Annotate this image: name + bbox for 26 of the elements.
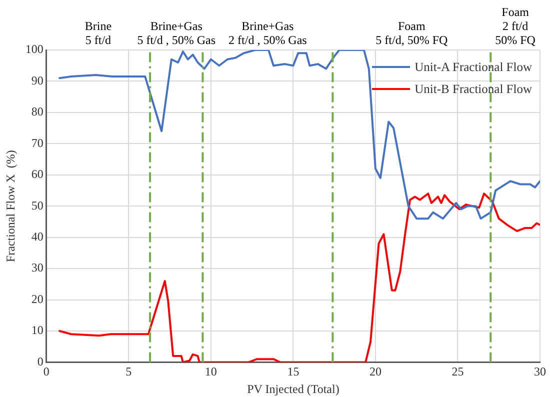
y-tick-label: 0 (37, 354, 44, 368)
x-tick-label: 25 (452, 364, 464, 379)
y-tick-label: 80 (31, 104, 44, 119)
y-tick-label: 20 (31, 292, 44, 306)
text: Foam 2 ft/d 50% FQ (495, 5, 536, 47)
y-tick-label: 60 (31, 167, 44, 182)
y-tick-label: 30 (31, 260, 44, 275)
y-tick-label: 100 (25, 42, 44, 56)
y-tick-label: 40 (31, 229, 44, 244)
y-tick-label: 10 (31, 323, 44, 338)
x-tick-label: 5 (126, 364, 132, 379)
y-tick-label: 90 (31, 73, 44, 88)
y-axis-title: Fractional Flow X (%) (3, 150, 18, 262)
y-tick-label: 50 (31, 198, 44, 212)
text: Brine+Gas 2 ft/d , 50% Gas (228, 19, 307, 47)
x-tick-label: 10 (204, 364, 217, 379)
x-tick-label: 15 (287, 364, 300, 379)
x-tick-label: 30 (534, 364, 546, 379)
text: Brine+Gas 5 ft/d , 50% Gas (137, 19, 216, 47)
text: Brine 5 ft/d (84, 19, 112, 47)
x-axis-title: PV Injected (Total) (247, 382, 340, 396)
text: Foam 5 ft/d, 50% FQ (376, 19, 448, 47)
legend-label: Unit-A Fractional Flow (414, 60, 532, 74)
x-tick-label: 20 (369, 364, 382, 379)
legend-label: Unit-B Fractional Flow (414, 82, 532, 96)
y-tick-label: 70 (31, 136, 44, 150)
